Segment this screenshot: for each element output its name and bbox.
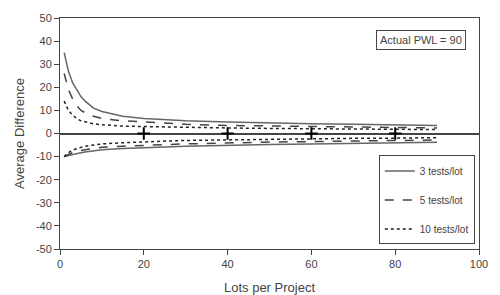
svg-text:-10: -10 [36,150,52,162]
svg-text:10 tests/lot: 10 tests/lot [420,224,469,235]
svg-text:20: 20 [40,81,52,93]
svg-text:100: 100 [470,258,488,270]
svg-text:5 tests/lot: 5 tests/lot [420,195,463,206]
svg-text:20: 20 [138,258,150,270]
svg-text:40: 40 [221,258,233,270]
svg-text:-30: -30 [36,197,52,209]
svg-text:-50: -50 [36,243,52,255]
svg-text:60: 60 [305,258,317,270]
svg-text:30: 30 [40,58,52,70]
svg-text:0: 0 [57,258,63,270]
svg-text:50: 50 [40,12,52,24]
svg-text:Actual PWL = 90: Actual PWL = 90 [380,34,462,46]
svg-text:Average Difference: Average Difference [12,78,27,189]
svg-text:-20: -20 [36,174,52,186]
svg-text:0: 0 [46,127,52,139]
svg-text:Lots per Project: Lots per Project [224,280,315,295]
svg-text:40: 40 [40,35,52,47]
svg-text:3 tests/lot: 3 tests/lot [420,166,463,177]
svg-text:10: 10 [40,104,52,116]
svg-text:-40: -40 [36,220,52,232]
svg-text:80: 80 [389,258,401,270]
